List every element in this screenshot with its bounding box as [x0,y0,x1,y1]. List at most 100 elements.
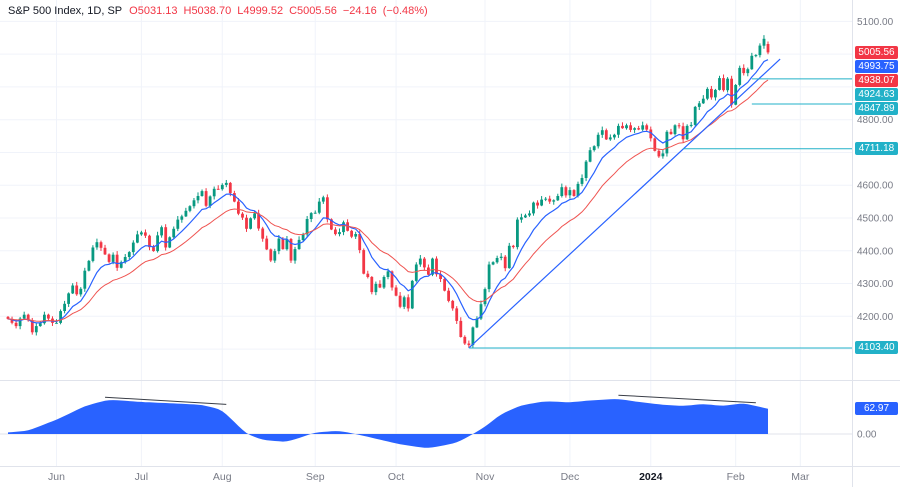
candle [552,200,556,202]
divergence-trendline[interactable] [618,394,756,404]
y-axis-label: 5100.00 [857,17,894,28]
candle [14,322,18,327]
candle [184,210,188,217]
candle [192,200,196,207]
candle [18,318,22,327]
price-badge: 4924.63 [855,88,898,101]
legend-low: L4999.52 [237,5,284,17]
candle [241,213,244,218]
candle [661,153,665,157]
candle [459,320,463,337]
gridlines-layer [0,0,900,466]
symbol-legend[interactable]: S&P 500 Index, 1D, SP O5031.13 H5038.70 … [8,5,434,17]
candle [370,277,374,293]
y-axis-label: 4800.00 [857,115,894,126]
candle [410,280,414,309]
candle [47,314,50,319]
candle [714,89,717,98]
legend-change-pct: (−0.48%) [382,5,428,17]
oscillator-zero-label: 0.00 [857,430,877,441]
candle [608,137,612,140]
candle [208,196,212,206]
y-axis-label: 4600.00 [857,181,894,192]
candle [216,188,220,190]
candle [742,67,746,74]
candle [431,258,434,275]
x-axis-label: Aug [213,471,232,483]
candle [613,134,616,138]
divergence-trendline[interactable] [104,396,227,405]
moving-average-line [7,59,769,324]
x-axis-label: Jul [135,471,148,483]
candle [398,295,402,307]
candle [386,271,390,277]
candle [313,212,317,214]
candle [390,271,394,288]
candle [188,206,192,211]
candle [148,235,151,248]
candle [228,182,232,194]
candle [224,182,228,185]
candle [649,129,653,139]
candle [758,45,762,56]
candle [710,88,713,98]
oscillator-pane[interactable] [8,394,768,448]
candle [572,190,576,196]
candle [273,251,277,261]
candle [443,278,446,291]
candle [305,219,309,235]
candle [350,230,353,237]
candle [673,125,677,135]
candle [463,336,467,344]
candle [34,326,38,333]
candle [115,254,119,268]
candle [548,198,552,202]
candle [693,106,697,125]
candle [507,245,511,269]
candle [681,126,685,140]
candle [491,262,495,265]
candle [402,297,406,307]
candle [6,316,10,319]
candle [204,191,208,206]
trendline[interactable] [468,58,781,349]
candle [172,228,176,238]
price-badge: 4711.18 [855,142,898,155]
candle [495,258,499,263]
candle [653,138,657,151]
candle [103,247,107,255]
candle [317,201,321,213]
candle [600,130,604,135]
candle [532,202,535,214]
x-axis-label: Nov [476,471,495,483]
candle [730,78,733,105]
x-axis-label: 2024 [639,471,663,483]
candle [79,288,83,295]
candle [168,237,172,248]
candle [55,322,58,324]
candle [423,258,426,268]
candle [378,283,382,288]
candle [451,300,455,309]
candle [669,131,673,135]
candle [738,67,742,85]
candle [645,125,649,130]
candle [119,262,123,268]
candle [285,239,289,250]
drawings-layer[interactable] [468,58,852,349]
candle [220,184,224,190]
candle [576,183,580,196]
candle [544,198,548,200]
x-axis-label: Oct [388,471,404,483]
candle [633,128,636,130]
candle [697,103,701,107]
candle [301,234,305,240]
candle [625,125,628,129]
legend-open: O5031.13 [129,5,178,17]
price-badge: 4103.40 [855,341,898,354]
candle [479,304,483,319]
candle [164,227,168,248]
candle [503,256,507,269]
